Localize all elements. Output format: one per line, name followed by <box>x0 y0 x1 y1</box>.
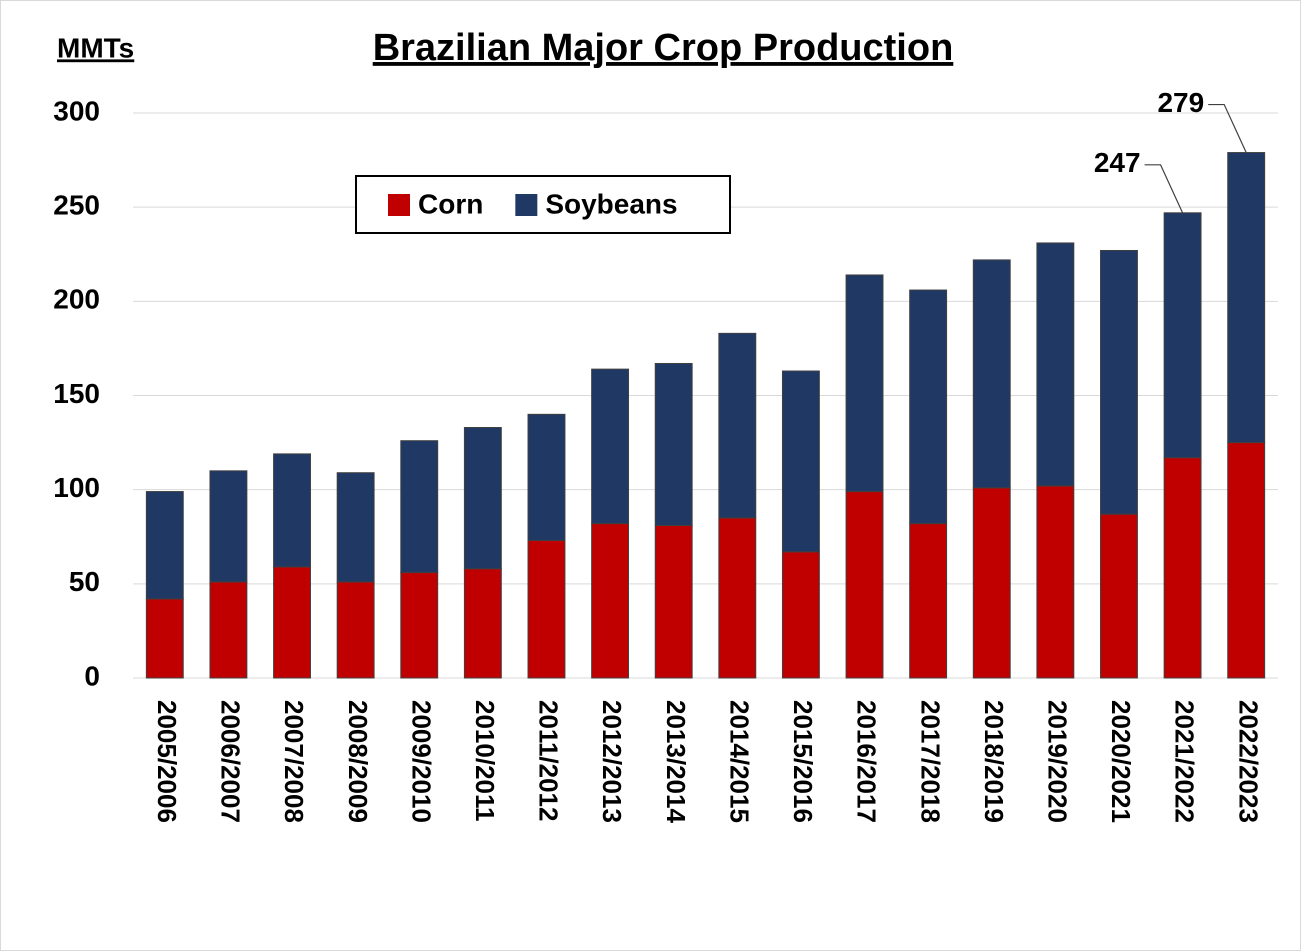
leader-line <box>1144 164 1184 214</box>
y-tick-label: 50 <box>69 566 100 597</box>
bar-segment <box>1100 513 1138 679</box>
x-tick-label: 2009/2010 <box>406 700 436 823</box>
legend-box <box>355 175 731 234</box>
x-tick-label: 2012/2013 <box>597 700 627 823</box>
chart-title: Brazilian Major Crop Production <box>373 27 954 69</box>
legend-swatch <box>388 194 410 216</box>
bar-segment <box>273 453 311 568</box>
bar-segment <box>654 362 693 526</box>
bar-segment <box>463 427 502 570</box>
bar-segment <box>972 259 1011 489</box>
bar-segment <box>463 568 502 679</box>
bar-segment <box>1227 152 1266 444</box>
x-tick-label: 2021/2022 <box>1170 700 1200 823</box>
bar-segment <box>909 523 948 679</box>
x-tick-label: 2005/2006 <box>152 700 182 823</box>
bar-segment <box>1227 442 1266 679</box>
y-tick-label: 0 <box>84 660 100 691</box>
bar-segment <box>972 487 1011 679</box>
bar-segment <box>1163 457 1202 679</box>
bar-segment <box>718 332 757 519</box>
bar-segment <box>400 572 439 679</box>
bar-segment <box>1036 485 1075 679</box>
x-tick-label: 2008/2009 <box>343 700 373 823</box>
annotation: 247 <box>1094 147 1141 178</box>
leader-line <box>1208 103 1247 153</box>
bar-segment <box>654 524 693 679</box>
y-tick-label: 300 <box>53 95 100 126</box>
x-tick-label: 2018/2019 <box>979 700 1009 823</box>
x-tick-label: 2010/2011 <box>470 700 500 821</box>
y-axis-label: MMTs <box>57 32 134 63</box>
x-tick-label: 2007/2008 <box>279 700 309 823</box>
y-tick-label: 200 <box>53 284 100 315</box>
bar-segment <box>1100 249 1138 515</box>
y-tick-label: 250 <box>53 190 100 221</box>
x-tick-label: 2022/2023 <box>1233 700 1263 823</box>
x-tick-label: 2006/2007 <box>216 700 246 823</box>
bar-segment <box>527 540 566 679</box>
x-tick-label: 2017/2018 <box>915 700 945 823</box>
bar-segment <box>591 523 630 679</box>
bar-segment <box>209 581 248 679</box>
x-tick-label: 2019/2020 <box>1042 700 1072 823</box>
bar-segment <box>145 491 184 600</box>
bar-segment <box>591 368 630 525</box>
bar-segment <box>400 440 439 574</box>
bar-segment <box>273 566 311 679</box>
y-tick-label: 100 <box>53 472 100 503</box>
annotation: 279 <box>1157 87 1204 118</box>
bar-segment <box>781 551 820 679</box>
x-tick-label: 2014/2015 <box>724 700 754 823</box>
legend-label: Soybeans <box>545 188 677 219</box>
x-tick-label: 2013/2014 <box>661 700 691 823</box>
y-tick-label: 150 <box>53 378 100 409</box>
x-tick-label: 2015/2016 <box>788 700 818 823</box>
bar-segment <box>718 517 757 679</box>
bar-segment <box>527 413 566 542</box>
bar-segment <box>1036 242 1075 487</box>
bar-segment <box>209 470 248 583</box>
bar-segment <box>781 370 820 553</box>
legend-swatch <box>515 194 538 216</box>
bar-segment <box>336 581 375 679</box>
legend-label: Corn <box>418 188 483 219</box>
bar-segment <box>845 274 884 493</box>
bar-segment <box>145 598 184 679</box>
bar-segment <box>336 472 375 583</box>
bar-segment <box>1163 212 1202 459</box>
x-tick-label: 2020/2021 <box>1106 700 1136 823</box>
x-tick-label: 2016/2017 <box>852 700 882 823</box>
x-tick-label: 2011/2012 <box>534 700 564 821</box>
bar-segment <box>845 491 884 679</box>
bar-segment <box>909 289 948 525</box>
